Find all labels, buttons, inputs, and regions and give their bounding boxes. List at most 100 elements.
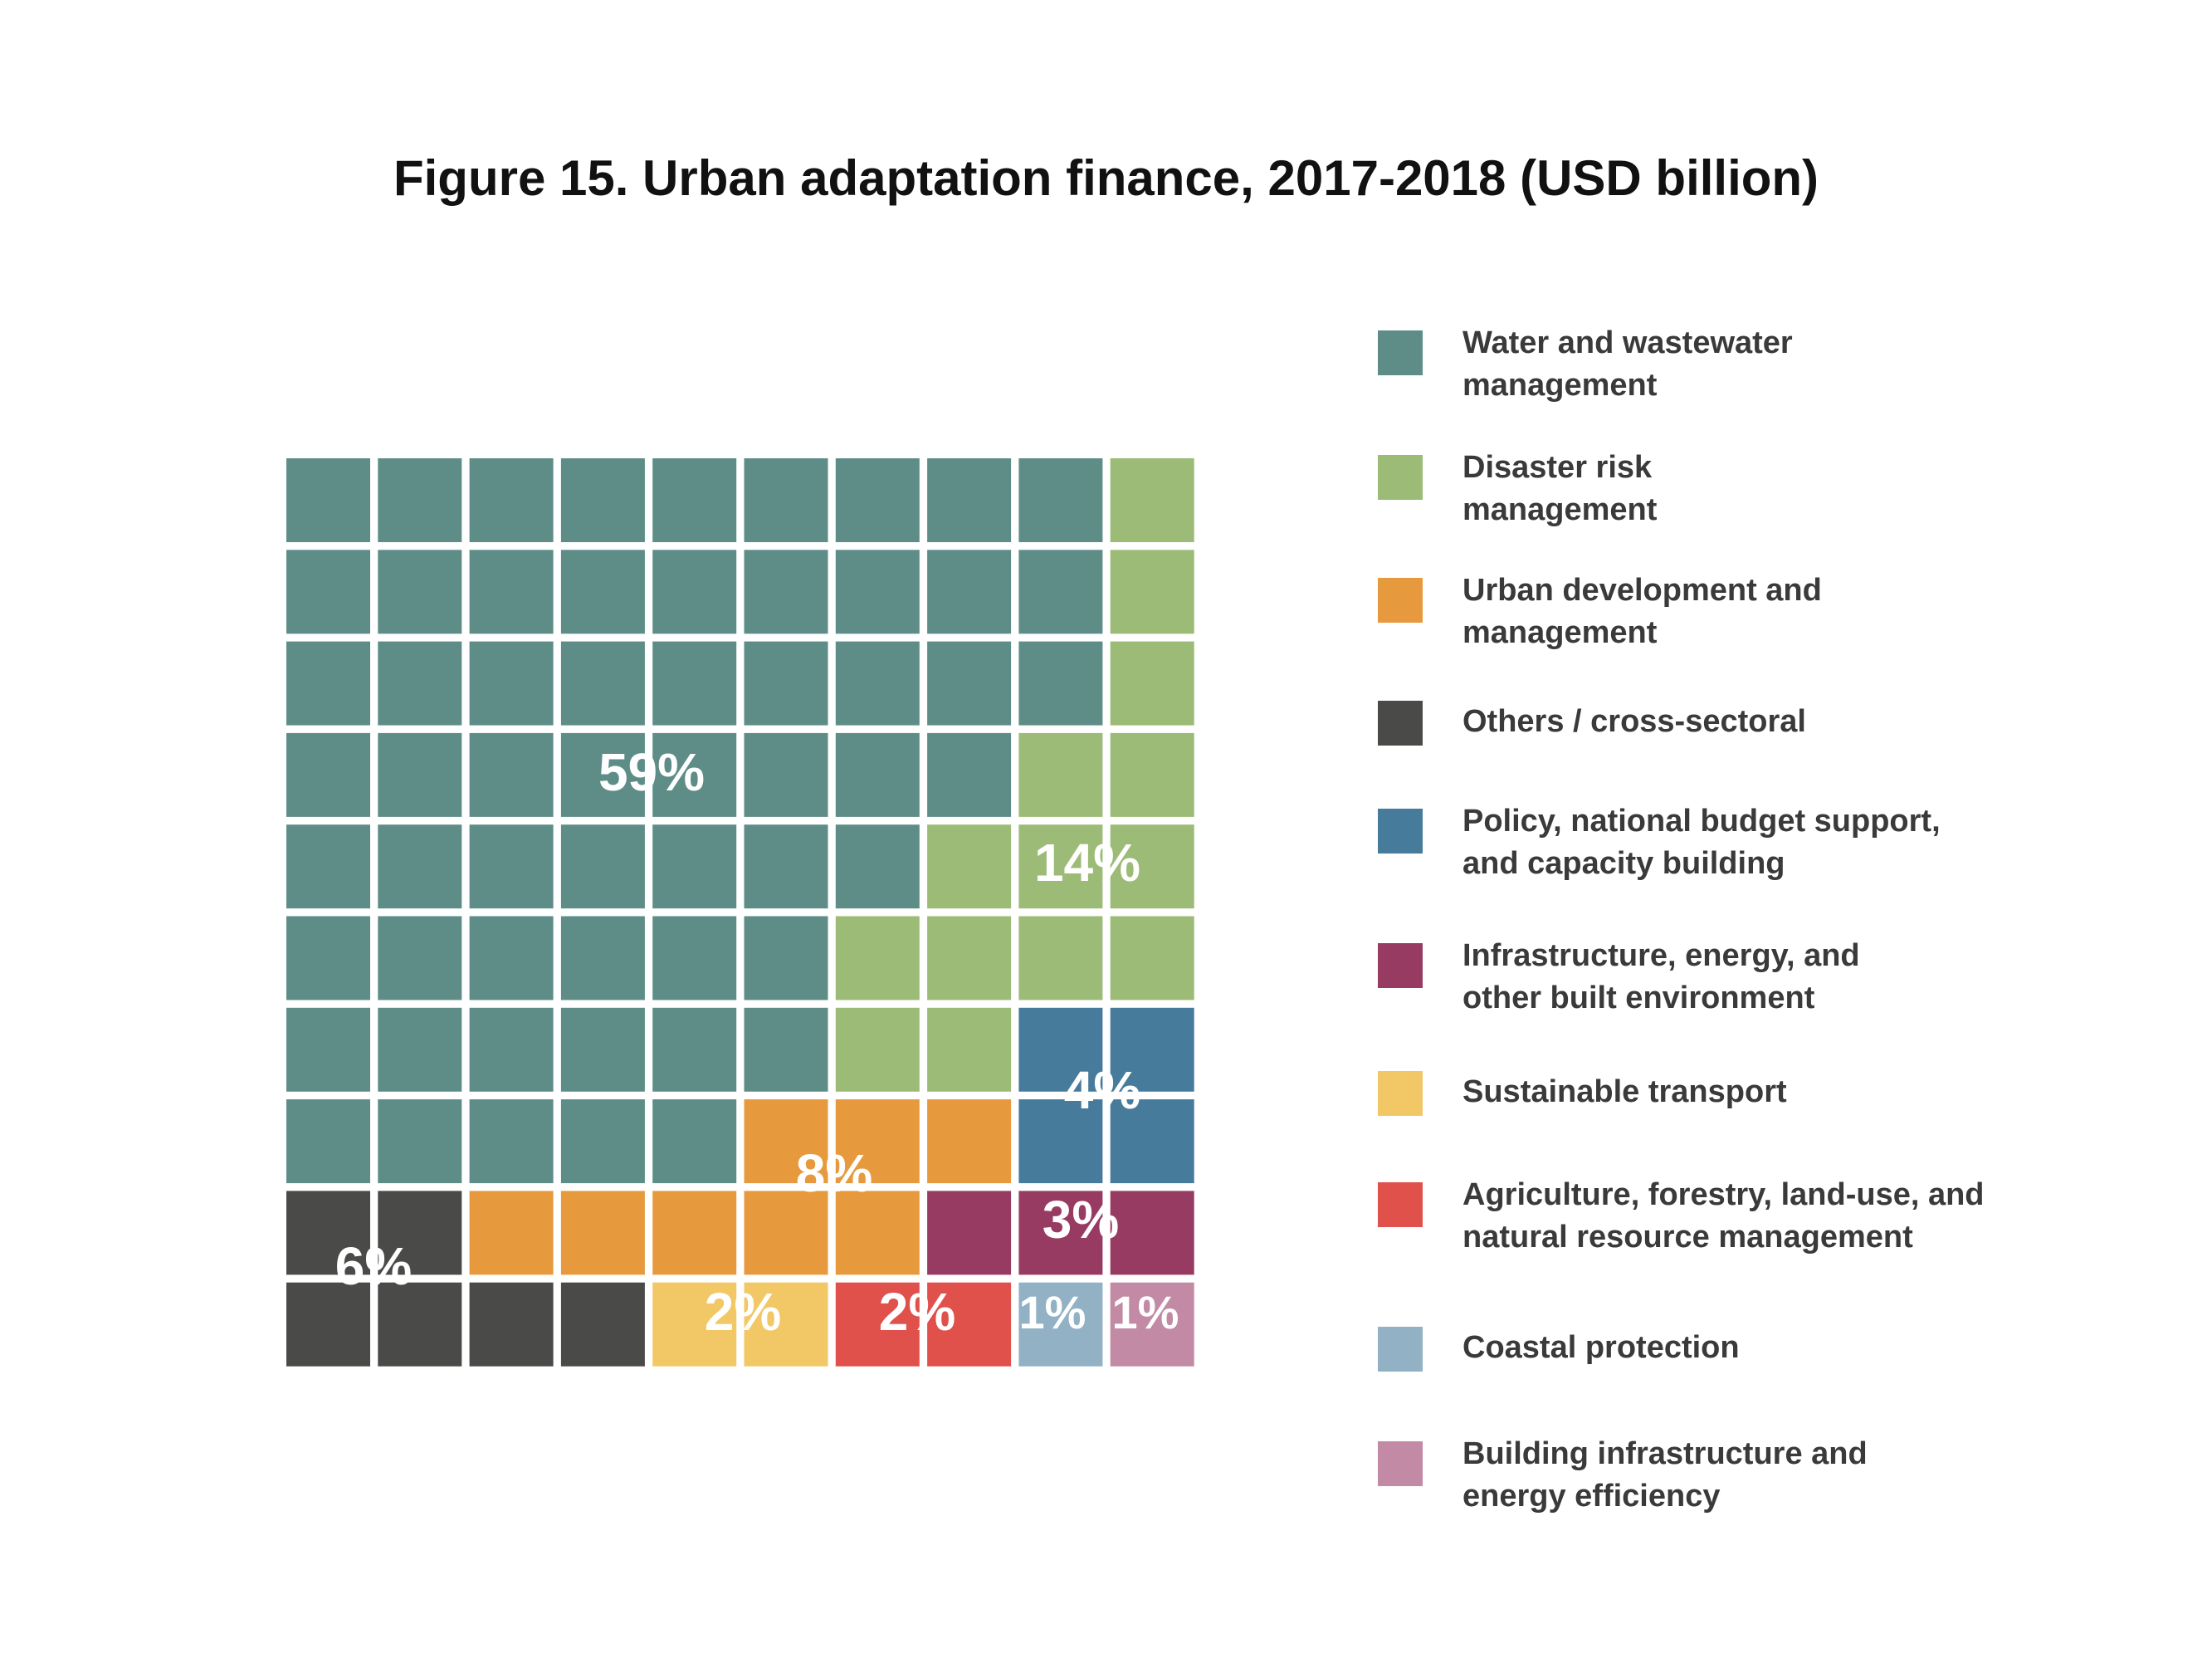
percent-label: 1%: [1019, 1286, 1086, 1338]
waffle-cell: [652, 916, 737, 1000]
waffle-cell: [835, 1007, 920, 1092]
waffle-cell: [1110, 641, 1194, 726]
waffle-cell: [744, 1099, 828, 1184]
waffle-cell: [652, 458, 737, 542]
waffle-cell: [1110, 1282, 1194, 1367]
legend-label: Coastal protection: [1462, 1330, 1740, 1365]
waffle-cell: [927, 641, 1012, 726]
waffle-cell: [378, 641, 462, 726]
waffle-cell: [835, 732, 920, 817]
waffle-cell: [286, 824, 370, 909]
waffle-cell: [744, 458, 828, 542]
waffle-cell: [469, 824, 554, 909]
waffle-cell: [560, 550, 645, 634]
percent-label: 2%: [879, 1282, 956, 1342]
waffle-cell: [835, 824, 920, 909]
waffle-cell: [652, 1007, 737, 1092]
waffle-cell: [286, 458, 370, 542]
waffle-cell: [835, 550, 920, 634]
waffle-cell: [835, 1191, 920, 1275]
waffle-cell: [744, 1007, 828, 1092]
percent-label: 4%: [1064, 1060, 1141, 1120]
legend-item: Building infrastructure and energy effici…: [1378, 1433, 2125, 1524]
waffle-cell: [1018, 1191, 1103, 1275]
waffle-cell: [378, 916, 462, 1000]
waffle-cell: [927, 732, 1012, 817]
waffle-cell: [835, 1282, 920, 1367]
waffle-cell: [286, 1191, 370, 1275]
waffle-cell: [652, 550, 737, 634]
waffle-cell: [1018, 1282, 1103, 1367]
percent-label: 6%: [335, 1236, 413, 1296]
waffle-cell: [286, 1282, 370, 1367]
waffle-cell: [652, 1099, 737, 1184]
waffle-cell: [652, 824, 737, 909]
legend-label: Policy, national budget support, and capa…: [1462, 804, 1941, 881]
waffle-cell: [927, 1099, 1012, 1184]
waffle-cell: [560, 732, 645, 817]
waffle-cell: [1018, 1007, 1103, 1092]
waffle-cell: [652, 732, 737, 817]
waffle-cell: [1110, 1191, 1194, 1275]
waffle-cell: [560, 1191, 645, 1275]
legend-item: Disaster risk management: [1378, 447, 2125, 538]
percent-label: 8%: [796, 1143, 873, 1203]
waffle-cell: [560, 458, 645, 542]
waffle-cell: [469, 1191, 554, 1275]
waffle-cell: [560, 1007, 645, 1092]
waffle-cell: [1110, 732, 1194, 817]
legend-label: Sustainable transport: [1462, 1074, 1787, 1109]
legend-label: Agriculture, forestry, land-use, and natu…: [1462, 1177, 1985, 1255]
waffle-cell: [560, 1099, 645, 1184]
waffle-cell: [927, 1191, 1012, 1275]
waffle-cell: [744, 550, 828, 634]
waffle-cell: [378, 458, 462, 542]
waffle-cell: [286, 732, 370, 817]
waffle-cell: [378, 1191, 462, 1275]
legend-item: Coastal protection: [1378, 1327, 2125, 1418]
chart-title: Figure 15. Urban adaptation finance, 201…: [393, 150, 1819, 206]
waffle-cell: [927, 550, 1012, 634]
waffle-cell: [927, 458, 1012, 542]
percent-label: 1%: [1112, 1286, 1179, 1338]
legend-item: Infrastructure, energy, and other built e…: [1378, 935, 2125, 1026]
percent-label: 2%: [705, 1282, 782, 1342]
waffle-cell: [378, 550, 462, 634]
waffle-cell: [1110, 1099, 1194, 1184]
legend-swatch: [1378, 455, 1423, 500]
legend-label: Infrastructure, energy, and other built e…: [1462, 938, 1860, 1015]
legend-swatch: [1378, 578, 1423, 623]
waffle-cell: [927, 1007, 1012, 1092]
waffle-cell: [835, 458, 920, 542]
legend-item: Others / cross-sectoral: [1378, 701, 2125, 792]
waffle-cell: [378, 732, 462, 817]
waffle-cell: [744, 824, 828, 909]
legend-item: Agriculture, forestry, land-use, and natu…: [1378, 1174, 2125, 1265]
waffle-cell: [469, 1282, 554, 1367]
waffle-cell: [378, 824, 462, 909]
waffle-cell: [835, 641, 920, 726]
waffle-cell: [286, 641, 370, 726]
percent-label: 14%: [1034, 833, 1140, 893]
legend-label: Water and wastewater management: [1462, 325, 1793, 403]
waffle-cell: [469, 641, 554, 726]
legend-item: Sustainable transport: [1378, 1071, 2125, 1162]
legend-swatch: [1378, 330, 1423, 375]
waffle-cell: [744, 732, 828, 817]
legend-swatch: [1378, 943, 1423, 988]
waffle-cell: [835, 916, 920, 1000]
waffle-cell: [652, 1282, 737, 1367]
waffle-cell: [378, 1282, 462, 1367]
waffle-cell: [1018, 824, 1103, 909]
waffle-cell: [1018, 550, 1103, 634]
legend-label: Urban development and management: [1462, 573, 1822, 650]
waffle-cell: [744, 1191, 828, 1275]
legend-item: Water and wastewater management: [1378, 322, 2125, 413]
waffle-cell: [927, 1282, 1012, 1367]
legend-swatch: [1378, 809, 1423, 854]
waffle-cell: [1018, 641, 1103, 726]
legend-swatch: [1378, 1327, 1423, 1372]
waffle-cell: [1018, 732, 1103, 817]
legend-swatch: [1378, 1071, 1423, 1116]
